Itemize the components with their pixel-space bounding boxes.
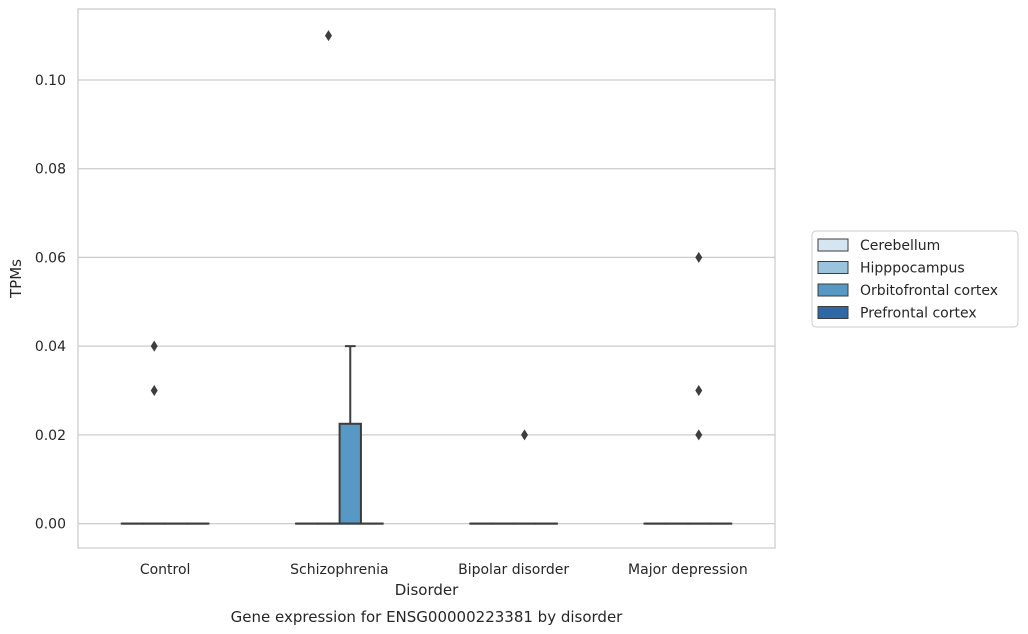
x-axis-label: Disorder [395,581,459,599]
y-tick-label: 0.02 [35,428,66,444]
outlier-point [521,429,529,441]
outlier-point [150,340,158,352]
box-control-1 [142,340,166,525]
chart-title: Gene expression for ENSG00000223381 by d… [231,608,624,626]
plot-frame [77,8,776,549]
box-elements [120,30,733,525]
y-axis-label: TPMs [7,259,25,299]
legend-label: Cerebellum [860,238,940,254]
outlier-point [695,429,703,441]
y-tick-label: 0.00 [35,517,66,533]
y-tick-labels: 0.00 0.02 0.04 0.06 0.08 0.10 [35,73,66,533]
legend-swatch [817,238,849,252]
y-tick-label: 0.06 [35,250,66,266]
box-major-depression-2 [687,251,711,525]
x-tick-label: Schizophrenia [290,562,388,578]
legend-label: Orbitofrontal cortex [860,283,998,299]
x-tick-label: Major depression [628,562,748,578]
y-tick-label: 0.10 [35,73,66,89]
x-tick-label: Control [140,562,191,578]
y-gridlines [78,79,775,525]
box-schizophrenia-1 [316,30,341,525]
box-schizophrenia-2 [338,345,362,525]
legend-label: Prefrontal cortex [860,306,977,322]
legend-label: Hipppocampus [860,261,965,277]
legend-swatch [817,306,849,319]
legend-frame [811,230,1019,328]
outlier-point [150,385,158,397]
outlier-point [324,30,332,42]
box-body [338,422,362,525]
y-tick-label: 0.04 [35,339,66,355]
x-tick-label: Bipolar disorder [458,562,569,578]
outlier-point [695,251,703,263]
box-bipolar-disorder-2 [512,429,537,525]
outlier-point [695,385,703,397]
legend-swatch [817,283,849,297]
y-tick-label: 0.08 [35,162,66,178]
x-tick-labels: Control Schizophrenia Bipolar disorder Majo… [140,562,748,578]
legend: Cerebellum Hipppocampus Orbitofrontal cort… [811,230,1019,328]
legend-swatch [817,261,849,274]
